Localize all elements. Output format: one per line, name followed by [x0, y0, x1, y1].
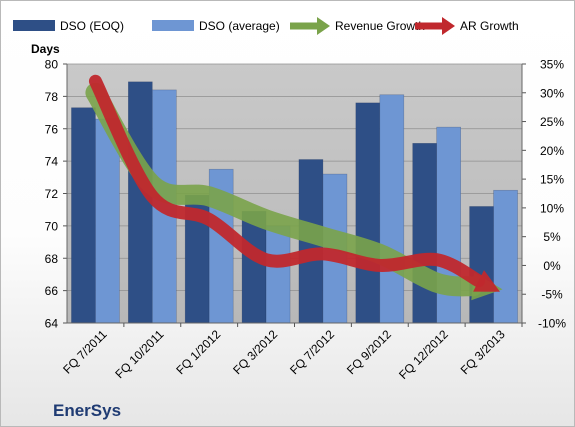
- bar-dso-eoq: [71, 107, 96, 324]
- x-tick-label: FQ 1/2012: [173, 327, 223, 377]
- y2-tick-label: 10%: [540, 201, 564, 215]
- legend: DSO (EOQ) DSO (average) Revenue Growth AR G…: [13, 17, 519, 35]
- x-tick-label: FQ 10/2011: [112, 327, 166, 381]
- y2-tick-label: 0%: [543, 259, 561, 273]
- legend-swatch-dso-average: [152, 20, 194, 31]
- y-tick-label: 74: [45, 155, 59, 169]
- x-tick-label: FQ 7/2011: [60, 327, 110, 377]
- legend-arrow-ar-growth: [442, 17, 455, 35]
- y2-tick-label: 5%: [543, 230, 561, 244]
- y2-tick-label: -5%: [541, 288, 563, 302]
- x-tick-label: FQ 7/2012: [287, 327, 337, 377]
- bar-dso-average: [493, 189, 518, 324]
- x-tick-label: FQ 3/2012: [230, 327, 280, 377]
- bar-dso-eoq: [412, 143, 437, 324]
- bar-dso-eoq: [355, 102, 381, 324]
- x-tick-label: FQ 12/2012: [396, 327, 451, 382]
- y-tick-label: 66: [45, 284, 59, 298]
- legend-label-revenue-growth: Revenue Growth: [335, 19, 425, 33]
- legend-label-dso-average: DSO (average): [199, 19, 280, 33]
- bar-dso-eoq: [469, 206, 494, 324]
- y-tick-label: 78: [45, 90, 59, 104]
- x-tick-label: FQ 3/2013: [458, 327, 508, 377]
- y2-tick-label: 25%: [540, 115, 564, 129]
- y-axis-label: Days: [31, 42, 60, 56]
- bar-dso-eoq: [128, 81, 153, 324]
- y2-tick-label: -10%: [538, 317, 566, 331]
- legend-label-ar-growth: AR Growth: [460, 19, 519, 33]
- bar-dso-average: [265, 225, 291, 324]
- bar-dso-average: [379, 94, 405, 324]
- legend-label-dso-eoq: DSO (EOQ): [60, 19, 124, 33]
- y-tick-label: 68: [45, 252, 59, 266]
- ar-growth-arrowhead: [473, 270, 500, 292]
- y2-tick-label: 35%: [540, 58, 564, 72]
- y-tick-label: 70: [45, 219, 59, 233]
- growth-lines: [85, 74, 503, 301]
- y-tick-label: 72: [45, 187, 59, 201]
- y2-tick-label: 20%: [540, 144, 564, 158]
- x-tick-label: FQ 9/2012: [344, 327, 394, 377]
- ar-growth-line: [88, 74, 486, 288]
- legend-swatch-dso-eoq: [13, 20, 55, 31]
- y-tick-label: 80: [45, 58, 59, 72]
- y2-tick-label: 15%: [540, 173, 564, 187]
- legend-arrow-revenue-growth: [317, 17, 330, 35]
- y-tick-label: 76: [45, 122, 59, 136]
- company-annotation: EnerSys: [53, 401, 121, 420]
- y-tick-label: 64: [45, 317, 59, 331]
- y2-tick-label: 30%: [540, 86, 564, 100]
